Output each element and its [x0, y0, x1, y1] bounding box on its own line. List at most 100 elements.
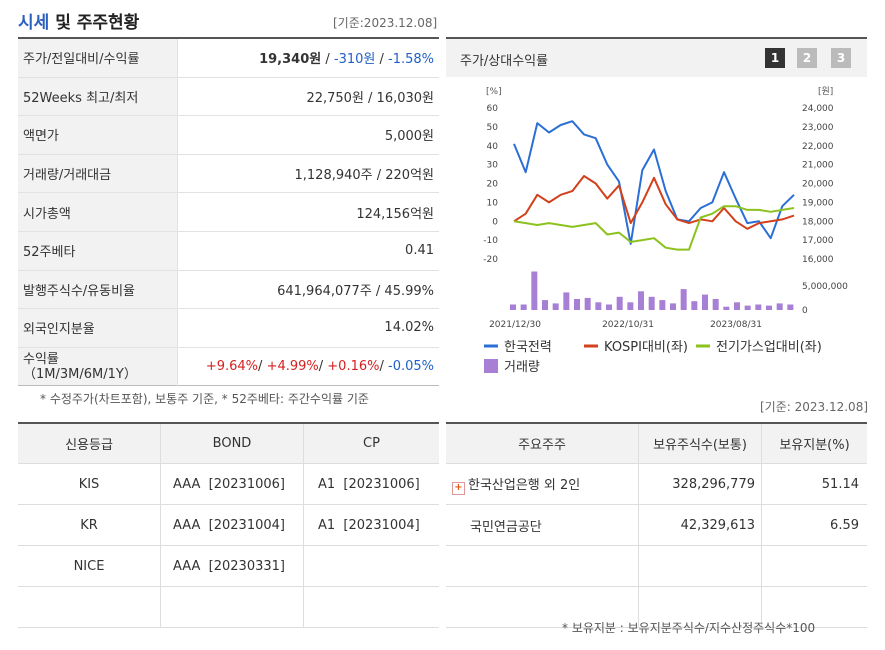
price-change: -310원	[333, 52, 376, 68]
right-tick-label: 18,000	[802, 217, 834, 227]
row-value: 641,964,077주 / 45.99%	[177, 270, 439, 310]
volume-bar	[670, 303, 676, 310]
bond-cell	[160, 586, 304, 628]
chart-panel: 주가/상대수익률 1 2 3	[446, 37, 867, 384]
legend-swatch	[484, 359, 498, 373]
legend-label: 한국전력	[504, 340, 552, 355]
bond-cell: AAA [20230331]	[160, 545, 304, 587]
table-row: 액면가 5,000원	[18, 115, 439, 155]
row-value: 14.02%	[177, 308, 439, 348]
holder-name: 국민연금공단	[446, 504, 639, 546]
table-row: 외국인지분율 14.02%	[18, 308, 439, 348]
table-row: + 한국산업은행 외 2인 328,296,779 51.14	[446, 463, 867, 505]
column-header: BOND	[160, 423, 304, 464]
volume-bar	[776, 303, 783, 310]
volume-bar	[510, 304, 516, 310]
left-tick-label: 30	[487, 161, 499, 171]
row-label: 52주베타	[18, 231, 178, 271]
right-tick-label: 22,000	[802, 142, 834, 152]
volume-bar	[744, 305, 751, 310]
cp-cell	[303, 545, 439, 587]
page-title: 시세 및 주주현황	[18, 13, 140, 33]
row-label: 외국인지분율	[18, 308, 178, 348]
base-date: [기준:2023.12.08]	[333, 16, 438, 30]
table-row: 거래량/거래대금 1,128,940주 / 220억원	[18, 154, 439, 194]
x-tick-label: 2023/08/31	[710, 320, 762, 330]
legend-label: 전기가스업대비(좌)	[716, 340, 822, 355]
legend-label: KOSPI대비(좌)	[604, 340, 688, 355]
right-tick-label: 20,000	[802, 180, 834, 190]
chart-page-2-button[interactable]: 2	[797, 48, 817, 68]
bond-cell: AAA [20231004]	[160, 504, 304, 546]
volume-bar	[680, 289, 687, 310]
chart-page-1-button[interactable]: 1	[765, 48, 785, 68]
column-header: 주요주주	[446, 423, 639, 464]
chart-page-3-button[interactable]: 3	[831, 48, 851, 68]
row-label: 액면가	[18, 115, 178, 155]
volume-bar	[723, 306, 730, 310]
table-row: 주가/전일대비/수익률 19,340원 / -310원 / -1.58%	[18, 38, 439, 78]
volume-bar	[584, 297, 591, 310]
column-header: CP	[303, 423, 439, 464]
chart-title: 주가/상대수익률	[460, 54, 549, 69]
price-rate: -1.58%	[388, 52, 434, 68]
row-label: 시가총액	[18, 192, 178, 232]
price-chart: [%] [원] 60 50 40 30 20 10 0 -10 -20 24,000 23,000 22,…	[483, 86, 848, 375]
cp-cell: A1 [20231004]	[303, 504, 439, 546]
quote-table: 주가/전일대비/수익률 19,340원 / -310원 / -1.58% 52W…	[18, 37, 439, 387]
column-header: 보유지분(%)	[761, 423, 867, 464]
credit-rating-table: 신용등급 BOND CP KIS AAA [20231006] A1 [2023…	[18, 422, 439, 628]
left-tick-label: 40	[487, 142, 499, 152]
expand-plus-icon[interactable]: +	[452, 481, 465, 495]
stake-cell: 51.14	[761, 463, 867, 505]
volume-bar	[755, 304, 762, 310]
holder-name-cell: + 한국산업은행 외 2인	[446, 463, 639, 505]
holder-name	[446, 586, 639, 628]
right-tick-label: 19,000	[802, 198, 834, 208]
volume-bar	[648, 296, 655, 310]
volume-bar	[531, 271, 538, 310]
left-tick-label: 50	[487, 123, 499, 133]
row-value: 22,750원 / 16,030원	[177, 77, 439, 117]
volume-bar	[691, 301, 698, 310]
series-line-3	[513, 205, 795, 251]
left-axis-unit: [%]	[486, 87, 502, 97]
right-tick-label: 21,000	[802, 161, 834, 171]
stake-cell	[761, 545, 867, 587]
chart-header: 주가/상대수익률 1 2 3	[446, 39, 867, 77]
table-row	[446, 586, 867, 628]
left-tick-label: 10	[487, 198, 499, 208]
table-row: 발행주식수/유동비율 641,964,077주 / 45.99%	[18, 270, 439, 310]
agency-cell: NICE	[18, 545, 161, 587]
right-tick-label: 23,000	[802, 123, 834, 133]
volume-bar	[638, 291, 644, 310]
shares-cell	[638, 545, 762, 587]
table-row	[446, 545, 867, 587]
x-tick-label: 2021/12/30	[489, 320, 541, 330]
volume-tick-label: 5,000,000	[802, 282, 848, 292]
volume-bar	[595, 302, 602, 310]
holders-note: * 보유지분 : 보유지분주식수/지수산정주식수*100	[562, 621, 816, 635]
price-cell: 19,340원 / -310원 / -1.58%	[177, 38, 439, 78]
table-row	[18, 586, 439, 628]
volume-bar	[712, 299, 719, 310]
row-label: 52Weeks 최고/최저	[18, 77, 178, 117]
volume-bar	[542, 300, 548, 310]
holder-name	[446, 545, 639, 587]
volume-bar	[574, 299, 580, 310]
left-tick-label: 60	[487, 104, 499, 114]
volume-bar	[734, 302, 740, 310]
row-label: 거래량/거래대금	[18, 154, 178, 194]
agency-cell: KIS	[18, 463, 161, 505]
return-1m: +9.64%	[205, 359, 259, 375]
volume-bar	[520, 304, 527, 310]
volume-bar	[552, 303, 559, 310]
volume-bar	[563, 292, 570, 310]
table-header-row: 신용등급 BOND CP	[18, 423, 439, 464]
table-header-row: 주요주주 보유주식수(보통) 보유지분(%)	[446, 423, 867, 464]
table-row: 52주베타 0.41	[18, 231, 439, 271]
row-value: 5,000원	[177, 115, 439, 155]
major-shareholders-table: 주요주주 보유주식수(보통) 보유지분(%) + 한국산업은행 외 2인 328,…	[446, 422, 867, 628]
volume-bar	[787, 304, 794, 310]
legend-label: 거래량	[504, 360, 540, 375]
